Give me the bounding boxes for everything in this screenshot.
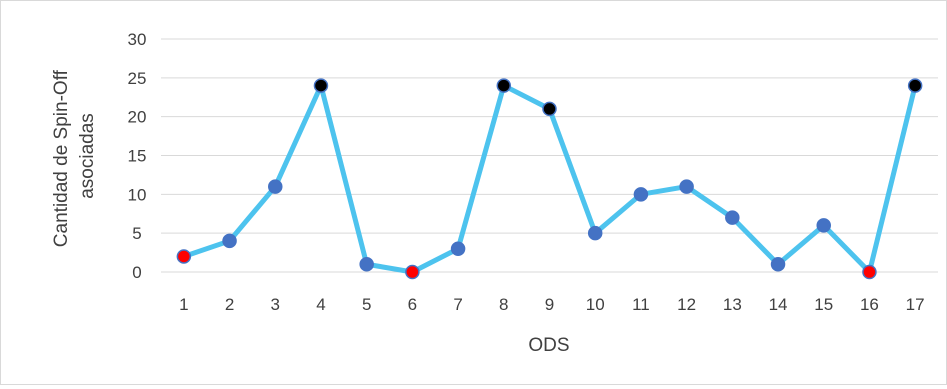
data-point-ods-5 <box>359 256 374 272</box>
y-axis-title: Cantidad de Spin-Off asociadas <box>51 65 98 247</box>
gridlines <box>161 38 938 273</box>
data-point-ods-16 <box>862 264 877 280</box>
data-point-ods-13 <box>725 210 740 225</box>
y-tick-label: 10 <box>128 185 147 204</box>
data-point-ods-8 <box>496 78 512 93</box>
x-tick-label: 12 <box>677 295 696 314</box>
x-tick-label: 10 <box>586 295 605 314</box>
y-tick-label: 20 <box>128 108 147 127</box>
data-point-ods-6 <box>405 264 420 280</box>
y-tick-label: 15 <box>128 147 147 166</box>
x-tick-label: 17 <box>906 295 925 314</box>
x-tick-label: 3 <box>271 295 280 314</box>
data-point-ods-15 <box>816 218 831 233</box>
data-point-ods-14 <box>770 256 786 272</box>
x-axis-title: ODS <box>528 335 569 356</box>
y-axis-ticks: 0 5 10 15 20 25 30 <box>128 30 147 282</box>
x-tick-label: 9 <box>545 295 554 314</box>
x-tick-label: 2 <box>225 295 234 314</box>
x-tick-label: 15 <box>814 295 833 314</box>
x-axis-ticks: 1 2 3 4 5 6 7 8 9 10 11 12 13 14 15 16 17 <box>179 295 924 314</box>
data-point-ods-9 <box>542 101 557 117</box>
x-tick-label: 16 <box>860 295 879 314</box>
data-point-ods-7 <box>450 241 466 256</box>
y-tick-label: 25 <box>128 69 147 88</box>
data-point-ods-17 <box>907 78 923 93</box>
x-tick-label: 6 <box>408 295 417 314</box>
x-tick-label: 1 <box>179 295 188 314</box>
data-point-ods-4 <box>313 78 329 93</box>
data-point-ods-11 <box>633 187 649 202</box>
y-tick-label: 5 <box>132 224 141 243</box>
x-tick-label: 5 <box>362 295 371 314</box>
data-point-ods-10 <box>587 225 603 241</box>
y-axis-title-line-2: asociadas <box>77 113 98 199</box>
y-tick-label: 30 <box>128 30 147 49</box>
y-axis-title-line-1: Cantidad de Spin-Off <box>51 69 72 247</box>
y-tick-label: 0 <box>132 263 141 282</box>
data-point-ods-3 <box>268 179 283 194</box>
x-tick-label: 13 <box>723 295 742 314</box>
x-tick-label: 8 <box>499 295 508 314</box>
data-point-ods-1 <box>176 249 192 264</box>
x-tick-label: 7 <box>453 295 462 314</box>
data-point-ods-12 <box>679 179 694 194</box>
x-tick-label: 14 <box>769 295 788 314</box>
x-tick-label: 4 <box>316 295 325 314</box>
x-tick-label: 11 <box>632 295 650 314</box>
data-point-ods-2 <box>222 233 237 249</box>
series-markers <box>176 78 923 280</box>
